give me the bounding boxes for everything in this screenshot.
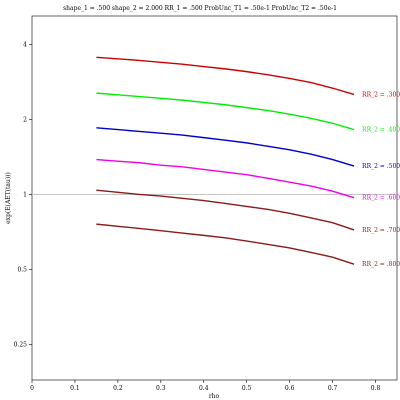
series-label: RR_2 = .400 <box>362 127 400 134</box>
x-tick-label: 0.8 <box>371 385 381 392</box>
series-group: RR_2 = .300 RR_2 = .400 RR_2 = .500 RR_2 = … <box>96 56 400 268</box>
x-axis-label: rho <box>209 393 220 400</box>
x-tick-label: 0.6 <box>285 385 295 392</box>
x-tick-label: 0.2 <box>113 385 123 392</box>
chart-title: shape_1 = .500 shape_2 = 2.000 RR_1 = .5… <box>63 5 337 12</box>
series-label: RR_2 = .600 <box>362 195 400 202</box>
y-tick-label: 2 <box>23 116 27 123</box>
plot-frame <box>31 15 398 381</box>
x-tick-label: 0.5 <box>242 385 252 392</box>
series-line <box>96 158 355 199</box>
x-tick-label: 0.7 <box>328 385 338 392</box>
series-line <box>96 189 355 231</box>
series-label: RR_2 = .500 <box>362 163 400 170</box>
y-axis-ticks: 0.25 0.5 1 2 4 <box>14 41 32 348</box>
series-line <box>96 127 355 167</box>
y-tick-label: 0.25 <box>14 341 28 348</box>
series-line <box>96 56 355 96</box>
y-tick-label: 4 <box>23 41 27 48</box>
y-tick-label: 0.5 <box>17 266 27 273</box>
series-line <box>96 92 355 131</box>
y-tick-label: 1 <box>23 191 27 198</box>
series-label: RR_2 = .700 <box>362 227 400 234</box>
x-tick-label: 0.4 <box>199 385 209 392</box>
series-label: RR_2 = .300 <box>362 91 400 98</box>
x-tick-label: 0.1 <box>70 385 80 392</box>
x-tick-label: 0.3 <box>156 385 166 392</box>
x-axis-ticks: 0 0.1 0.2 0.3 0.4 0.5 0.6 0.7 0.8 <box>30 380 380 392</box>
y-axis-label: exp(E(AET(tau))) <box>5 172 12 224</box>
x-tick-label: 0 <box>30 385 34 392</box>
series-line <box>96 223 355 265</box>
series-label: RR_2 = .800 <box>362 261 400 268</box>
